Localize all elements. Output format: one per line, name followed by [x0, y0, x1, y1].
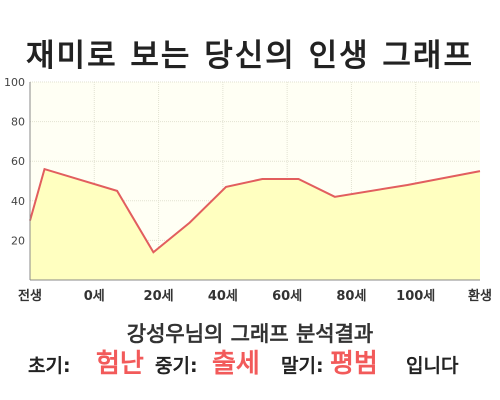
x-tick-label: 0세 [84, 289, 105, 304]
life-line [29, 167, 481, 254]
x-tick-label: 80세 [336, 289, 366, 304]
life-area [30, 169, 480, 280]
y-tick-label: 40 [11, 195, 25, 208]
chart-title: 재미로 보는 당신의 인생 그래프 [26, 38, 474, 74]
x-tick-label: 전생 [18, 288, 42, 304]
analysis-summary: 초기: 험난 중기: 출세 말기: 평범 입니다 [0, 345, 500, 379]
late-label: 말기: [281, 355, 324, 377]
ending-text: 입니다 [406, 355, 459, 377]
early-value: 험난 [96, 349, 144, 379]
analysis-caption: 강성우님의 그래프 분석결과 [126, 322, 374, 346]
early-label: 초기: [28, 355, 71, 377]
y-tick-label: 80 [11, 116, 25, 129]
y-axis: 20 40 60 80 100 [4, 76, 31, 280]
y-tick-label: 20 [11, 234, 25, 247]
x-axis: 전생 0세 20세 40세 60세 80세 100세 환생 [18, 279, 492, 304]
x-tick-label: 60세 [272, 289, 302, 304]
x-tick-label: 환생 [468, 288, 492, 304]
x-tick-label: 20세 [144, 289, 174, 304]
mid-value: 출세 [212, 349, 260, 379]
y-tick-label: 60 [11, 155, 25, 168]
life-graph-chart: 20 40 60 80 100 전생 0세 20세 40세 60세 80세 100세 환생 [4, 76, 492, 304]
x-tick-label: 100세 [396, 289, 435, 304]
x-tick-label: 40세 [208, 289, 238, 304]
y-tick-label: 100 [4, 76, 25, 89]
late-value: 평범 [330, 349, 378, 379]
mid-label: 중기: [155, 355, 198, 377]
